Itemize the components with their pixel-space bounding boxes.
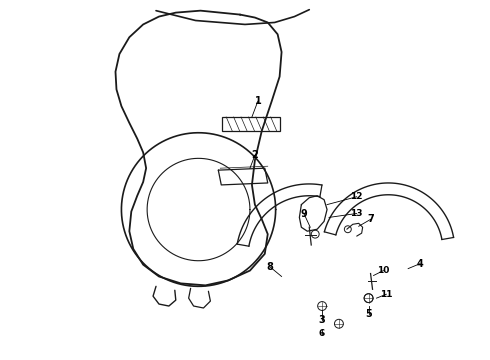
- Text: 8: 8: [266, 262, 273, 272]
- Text: 5: 5: [365, 309, 372, 319]
- Text: 10: 10: [377, 266, 390, 275]
- Text: 12: 12: [350, 192, 363, 201]
- Text: 3: 3: [318, 315, 325, 325]
- Text: 2: 2: [251, 150, 258, 161]
- Text: 9: 9: [301, 210, 308, 220]
- Text: 4: 4: [416, 259, 423, 269]
- Text: 6: 6: [319, 329, 325, 338]
- Text: 1: 1: [254, 96, 261, 106]
- Text: 7: 7: [367, 215, 374, 224]
- Text: 13: 13: [350, 209, 363, 218]
- Text: 11: 11: [380, 290, 392, 299]
